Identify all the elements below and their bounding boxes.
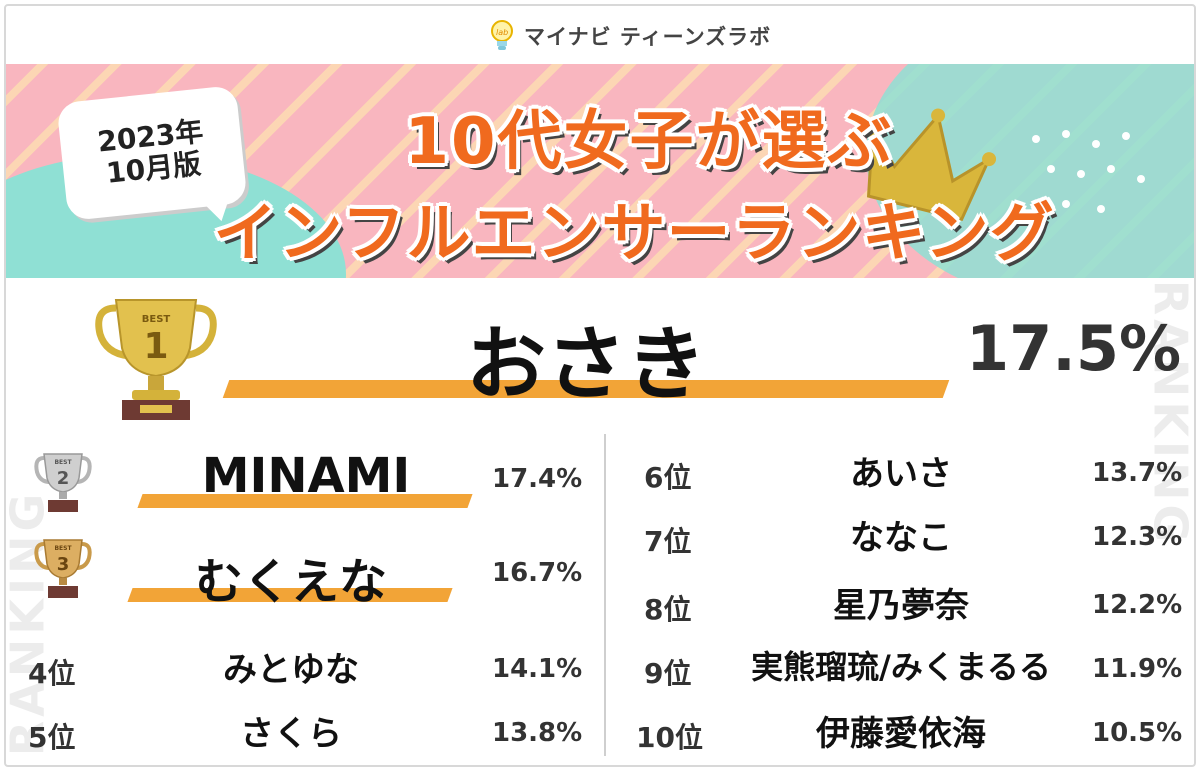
rank-2-row: BEST 2 MINAMI 17.4% [6, 448, 604, 512]
rank-1-number: 1 [143, 326, 168, 367]
rank-6-row: 6位 あいさ 13.7% [606, 446, 1194, 498]
rank-1-name: おさき [466, 318, 706, 411]
rank-5-label: 5位 [28, 721, 76, 754]
rank-3-number: 3 [57, 554, 70, 575]
rank-6-value: 13.7% [1092, 458, 1183, 488]
rank-10-label: 10位 [636, 721, 703, 754]
rank-9-row: 9位 実熊瑠琉/みくまるる 11.9% [606, 642, 1194, 694]
rank-4-name: みとゆな [223, 650, 359, 690]
title-line-1: 10代女子が選ぶ [404, 105, 894, 179]
brand-name: マイナビ ティーンズラボ [524, 25, 772, 49]
rank-9-value: 11.9% [1092, 654, 1183, 684]
crown-icon [865, 108, 996, 222]
rank-9-name: 実熊瑠琉/みくまるる [751, 648, 1051, 686]
rank-4-row: 4位 みとゆな 14.1% [6, 642, 604, 694]
column-divider [604, 434, 606, 756]
lab-bulb-icon: lab [491, 20, 513, 50]
rank-6-name: あいさ [850, 454, 952, 494]
rank-7-value: 12.3% [1092, 522, 1183, 552]
rank-4-value: 14.1% [492, 654, 583, 684]
rank-2-number: 2 [57, 468, 70, 489]
rank-7-label: 7位 [644, 525, 692, 558]
rank-2-name: MINAMI [201, 448, 411, 504]
rank-8-value: 12.2% [1092, 590, 1183, 620]
bronze-trophy-icon: BEST 3 [34, 539, 92, 598]
rank-8-row: 8位 星乃夢奈 12.2% [606, 578, 1194, 630]
rank-7-row: 7位 ななこ 12.3% [606, 510, 1194, 562]
svg-text:lab: lab [496, 28, 508, 37]
silver-trophy-icon: BEST 2 [34, 453, 92, 512]
dots-decoration [1032, 130, 1145, 213]
rank-6-label: 6位 [644, 461, 692, 494]
rank-10-name: 伊藤愛依海 [816, 714, 986, 754]
rank-5-row: 5位 さくら 13.8% [6, 706, 604, 758]
rank-9-label: 9位 [644, 657, 692, 690]
title-line-2: インフルエンサーランキング [213, 197, 1055, 271]
brand-header: lab マイナビ ティーンズラボ [488, 18, 771, 54]
rank-2-value: 17.4% [492, 464, 583, 494]
edition-month: 10月版 [104, 147, 203, 190]
edition-bubble: 2023年 10月版 [56, 84, 248, 223]
rank-3-name: むくえな [194, 554, 387, 610]
trophy-badge-label: BEST [54, 545, 72, 552]
rank-10-value: 10.5% [1092, 718, 1183, 748]
rank-3-value: 16.7% [492, 558, 583, 588]
rank-1-row: BEST 1 おさき 17.5% [6, 292, 1194, 432]
rank-5-name: さくら [240, 714, 342, 754]
rank-10-row: 10位 伊藤愛依海 10.5% [606, 706, 1194, 758]
title-banner: 10代女子が選ぶ インフルエンサーランキング 2023年 10月版 [6, 64, 1194, 278]
gold-trophy-icon: BEST 1 [95, 299, 217, 420]
trophy-badge-label: BEST [54, 459, 72, 466]
rank-3-row: BEST 3 むくえな 16.7% [6, 539, 604, 610]
rank-5-value: 13.8% [492, 718, 583, 748]
rank-4-label: 4位 [28, 657, 76, 690]
ranking-card: lab マイナビ ティーンズラボ 10代女子が選ぶ インフルエンサーランキング … [4, 4, 1196, 767]
rank-1-value: 17.5% [966, 312, 1182, 385]
rank-7-name: ななこ [850, 518, 952, 558]
rank-8-label: 8位 [644, 593, 692, 626]
trophy-badge-label: BEST [142, 314, 171, 325]
rank-8-name: 星乃夢奈 [833, 586, 969, 626]
bubble-tail [201, 198, 232, 223]
